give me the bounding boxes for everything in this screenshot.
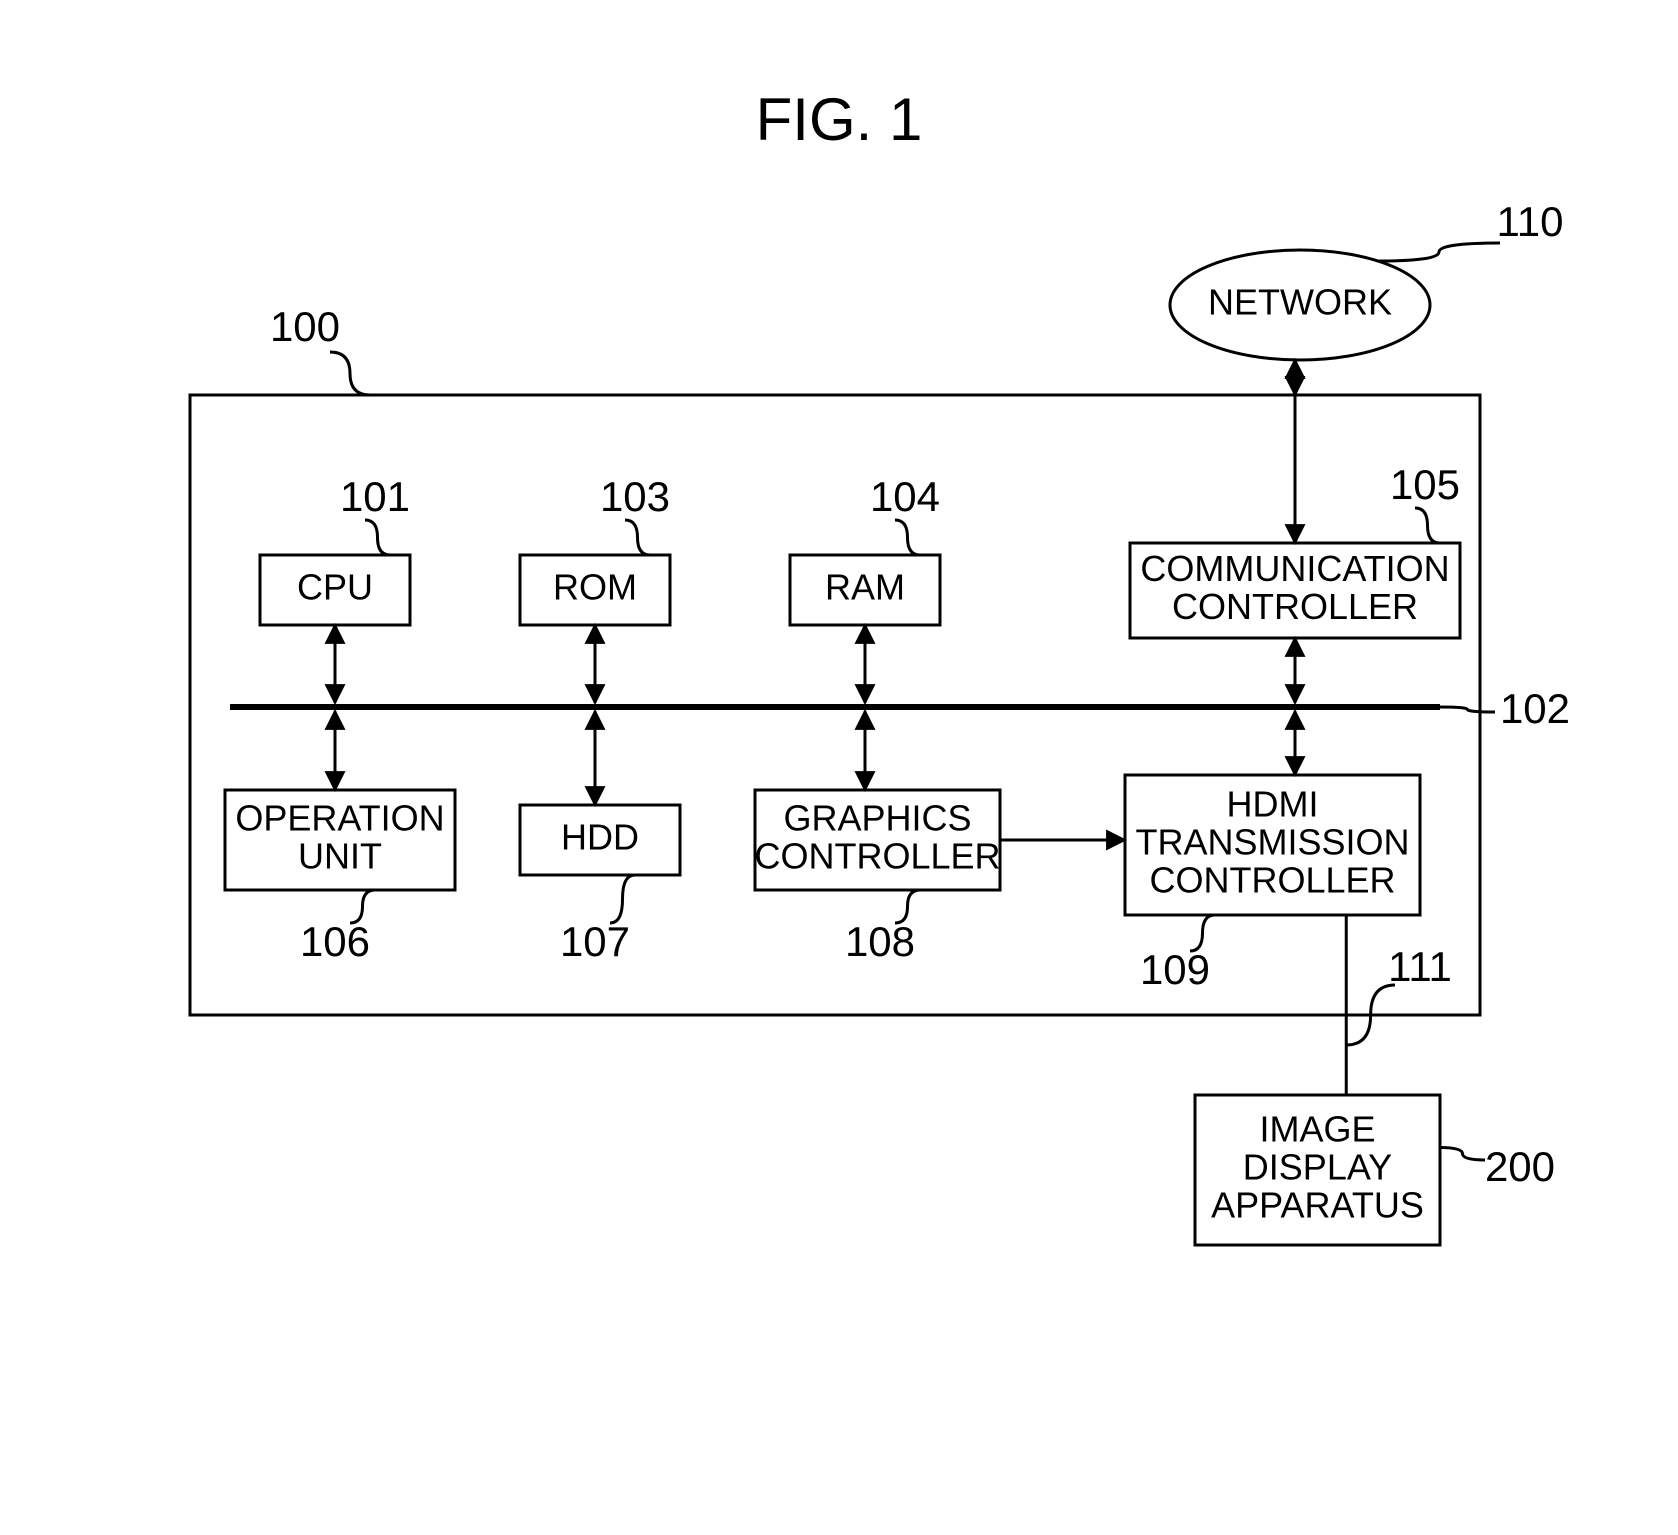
svg-text:111: 111 [1388,943,1452,990]
svg-text:UNIT: UNIT [298,835,382,876]
figure-title: FIG. 1 [756,86,923,153]
svg-text:HDD: HDD [561,817,639,858]
svg-text:CPU: CPU [297,567,373,608]
svg-text:101: 101 [340,473,410,520]
svg-text:CONTROLLER: CONTROLLER [1172,586,1418,627]
svg-text:GRAPHICS: GRAPHICS [783,798,971,839]
svg-text:OPERATION: OPERATION [235,798,444,839]
svg-text:RAM: RAM [825,567,905,608]
svg-text:DISPLAY: DISPLAY [1243,1147,1392,1188]
svg-text:104: 104 [870,473,940,520]
svg-text:106: 106 [300,918,370,965]
svg-text:109: 109 [1140,946,1210,993]
svg-text:CONTROLLER: CONTROLLER [754,835,1000,876]
svg-text:COMMUNICATION: COMMUNICATION [1140,548,1449,589]
svg-text:NETWORK: NETWORK [1208,282,1392,323]
svg-text:HDMI: HDMI [1227,784,1319,825]
svg-text:APPARATUS: APPARATUS [1211,1184,1424,1225]
svg-text:200: 200 [1485,1143,1555,1190]
svg-text:102: 102 [1500,685,1570,732]
svg-text:110: 110 [1497,198,1564,245]
svg-text:IMAGE: IMAGE [1259,1109,1375,1150]
svg-text:100: 100 [270,303,340,350]
svg-text:103: 103 [600,473,670,520]
svg-text:ROM: ROM [553,567,637,608]
svg-text:107: 107 [560,918,630,965]
svg-text:105: 105 [1390,461,1460,508]
svg-text:TRANSMISSION: TRANSMISSION [1135,822,1409,863]
svg-text:CONTROLLER: CONTROLLER [1149,859,1395,900]
svg-text:108: 108 [845,918,915,965]
